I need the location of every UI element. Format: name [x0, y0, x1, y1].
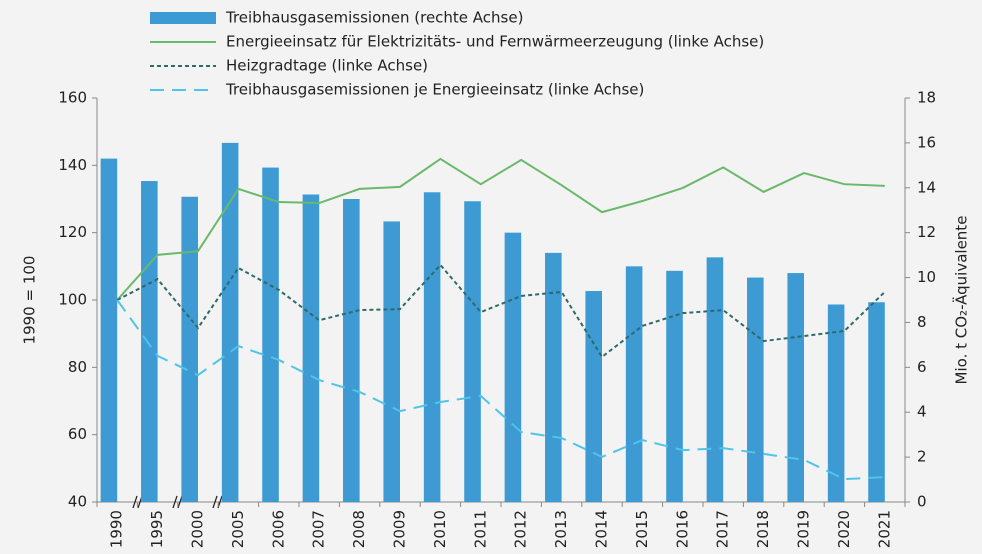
legend-label: Treibhausgasemissionen je Energieeinsatz… [225, 81, 644, 99]
bar [666, 270, 683, 502]
bar [141, 181, 158, 503]
y2-tick-label: 2 [917, 448, 927, 466]
legend-label: Treibhausgasemissionen (rechte Achse) [225, 9, 523, 27]
y-tick-label: 140 [58, 156, 87, 174]
x-tick-label: 2019 [795, 510, 813, 548]
bar [868, 302, 885, 502]
y-tick-label: 120 [58, 223, 87, 241]
bar [545, 252, 562, 502]
bar [827, 304, 845, 502]
x-tick-label: 2005 [229, 510, 247, 548]
legend-swatch [150, 12, 216, 24]
x-tick-label: 2021 [875, 510, 893, 548]
line-series [116, 157, 885, 301]
x-tick-label: 2008 [350, 510, 368, 548]
bar [383, 221, 400, 502]
y2-tick-label: 4 [917, 403, 927, 421]
x-tick-label: 2006 [269, 510, 287, 548]
y2-tick-label: 6 [917, 358, 927, 376]
x-tick-label: 2011 [471, 510, 489, 548]
bar [423, 192, 441, 502]
x-tick-label: 2009 [391, 510, 409, 548]
bar [464, 201, 481, 502]
x-tick-label: 2015 [633, 510, 651, 548]
x-tick-label: 2017 [714, 510, 732, 548]
y2-tick-label: 10 [917, 268, 936, 286]
y2-tick-label: 16 [917, 133, 936, 151]
x-tick-label: 2020 [835, 510, 853, 548]
x-tick-label: 1995 [148, 510, 166, 548]
line-series [116, 299, 885, 481]
y-tick-label: 80 [68, 358, 87, 376]
bar [747, 277, 764, 502]
y2-tick-label: 18 [917, 89, 936, 107]
x-tick-label: 2014 [593, 510, 611, 548]
y2-tick-label: 8 [917, 313, 927, 331]
bar [181, 196, 198, 502]
bar [585, 291, 602, 502]
y-tick-label: 160 [58, 89, 87, 107]
y-tick-label: 60 [68, 425, 87, 443]
bar [787, 273, 804, 502]
y2-tick-label: 14 [917, 178, 936, 196]
y-axis-label: 1990 = 100 [21, 256, 39, 345]
bar [504, 232, 522, 502]
legend-label: Heizgradtage (linke Achse) [226, 57, 428, 75]
bar [262, 167, 279, 503]
x-tick-label: 2000 [189, 510, 207, 548]
x-tick-label: 2007 [310, 510, 328, 548]
x-tick-label: 2013 [552, 510, 570, 548]
y-tick-label: 100 [58, 291, 87, 309]
bar [100, 158, 118, 502]
bar [706, 257, 724, 502]
bar [221, 142, 239, 502]
x-tick-label: 2012 [512, 510, 530, 548]
y2-tick-label: 0 [917, 493, 927, 511]
y2-axis-label: Mio. t CO₂-Äquivalente [952, 216, 971, 385]
x-tick-label: 2018 [754, 510, 772, 548]
x-tick-label: 2010 [431, 510, 449, 548]
y-tick-label: 40 [68, 493, 87, 511]
x-tick-label: 2016 [673, 510, 691, 548]
bar [343, 199, 360, 502]
x-tick-label: 1990 [108, 510, 126, 548]
bar [625, 266, 643, 502]
legend-label: Energieeinsatz für Elektrizitäts- und Fe… [226, 33, 764, 51]
bar [302, 194, 320, 502]
y2-tick-label: 12 [917, 223, 936, 241]
